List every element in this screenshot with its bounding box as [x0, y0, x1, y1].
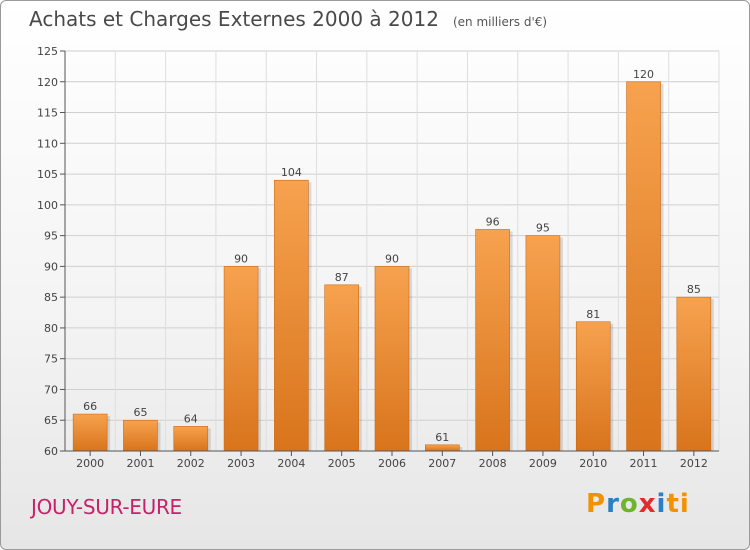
bar: [475, 229, 510, 452]
proxiti-logo: Proxiti: [586, 489, 690, 519]
y-tick-label: 65: [44, 414, 58, 427]
y-tick-label: 105: [37, 168, 58, 181]
y-tick-label: 75: [44, 353, 58, 366]
x-tick-label: 2002: [177, 457, 205, 470]
y-tick-label: 85: [44, 291, 58, 304]
data-label: 104: [281, 166, 302, 179]
bar: [676, 296, 712, 452]
x-tick-label: 2007: [428, 457, 456, 470]
x-tick-label: 2008: [479, 457, 507, 470]
data-label: 90: [385, 252, 399, 265]
x-tick-label: 2005: [328, 457, 356, 470]
logo-letter: i: [656, 489, 667, 519]
x-tick-label: 2009: [529, 457, 557, 470]
bar: [525, 235, 561, 452]
bar: [72, 413, 108, 452]
logo-letter: r: [606, 489, 620, 519]
bar: [123, 419, 158, 452]
bar: [223, 266, 259, 452]
data-label: 95: [536, 222, 550, 235]
data-label: 90: [234, 252, 248, 265]
chart-title: Achats et Charges Externes 2000 à 2012 (e…: [29, 7, 547, 31]
y-tick-label: 80: [44, 322, 58, 335]
x-tick-label: 2001: [126, 457, 154, 470]
data-label: 120: [633, 68, 654, 81]
data-label: 64: [184, 412, 198, 425]
logo-letter: x: [638, 489, 657, 519]
bar: [173, 426, 209, 452]
y-tick-label: 115: [37, 107, 58, 120]
y-tick-label: 110: [37, 137, 58, 150]
y-tick-label: 120: [37, 76, 58, 89]
bar: [274, 179, 309, 452]
commune-name: JOUY-SUR-EURE: [31, 495, 182, 519]
logo-letter: o: [619, 489, 639, 519]
axes: 60 65 70 75 80 85 90 95 100 105 110 115 120 125 2000 20…: [37, 45, 719, 470]
bar: [374, 266, 410, 452]
logo-letter: P: [586, 489, 607, 519]
chart-title-text: Achats et Charges Externes 2000 à 2012: [29, 7, 439, 31]
x-tick-label: 2000: [76, 457, 104, 470]
data-label: 61: [435, 431, 449, 444]
x-tick-label: 2003: [227, 457, 255, 470]
data-label: 66: [83, 400, 97, 413]
data-label: 65: [133, 406, 147, 419]
bar: [626, 81, 661, 452]
chart-unit: (en milliers d'€): [452, 15, 548, 29]
data-label: 87: [335, 271, 349, 284]
data-label: 96: [486, 215, 500, 228]
y-tick-label: 60: [44, 445, 58, 458]
bar: [575, 321, 611, 452]
y-tick-label: 125: [37, 45, 58, 58]
y-tick-label: 90: [44, 260, 58, 273]
bar: [425, 444, 460, 452]
data-label: 81: [586, 308, 600, 321]
x-tick-label: 2004: [277, 457, 305, 470]
y-tick-label: 70: [44, 383, 58, 396]
x-tick-label: 2010: [579, 457, 607, 470]
x-tick-label: 2006: [378, 457, 406, 470]
bar: [324, 284, 359, 452]
x-tick-label: 2012: [680, 457, 708, 470]
data-label: 85: [687, 283, 701, 296]
bars: 66 65 64 90 104 87 90 61 96 95 81 120 85: [72, 68, 714, 452]
logo-letter: ti: [666, 489, 690, 519]
x-tick-label: 2011: [630, 457, 658, 470]
y-tick-label: 100: [37, 199, 58, 212]
y-tick-label: 95: [44, 230, 58, 243]
